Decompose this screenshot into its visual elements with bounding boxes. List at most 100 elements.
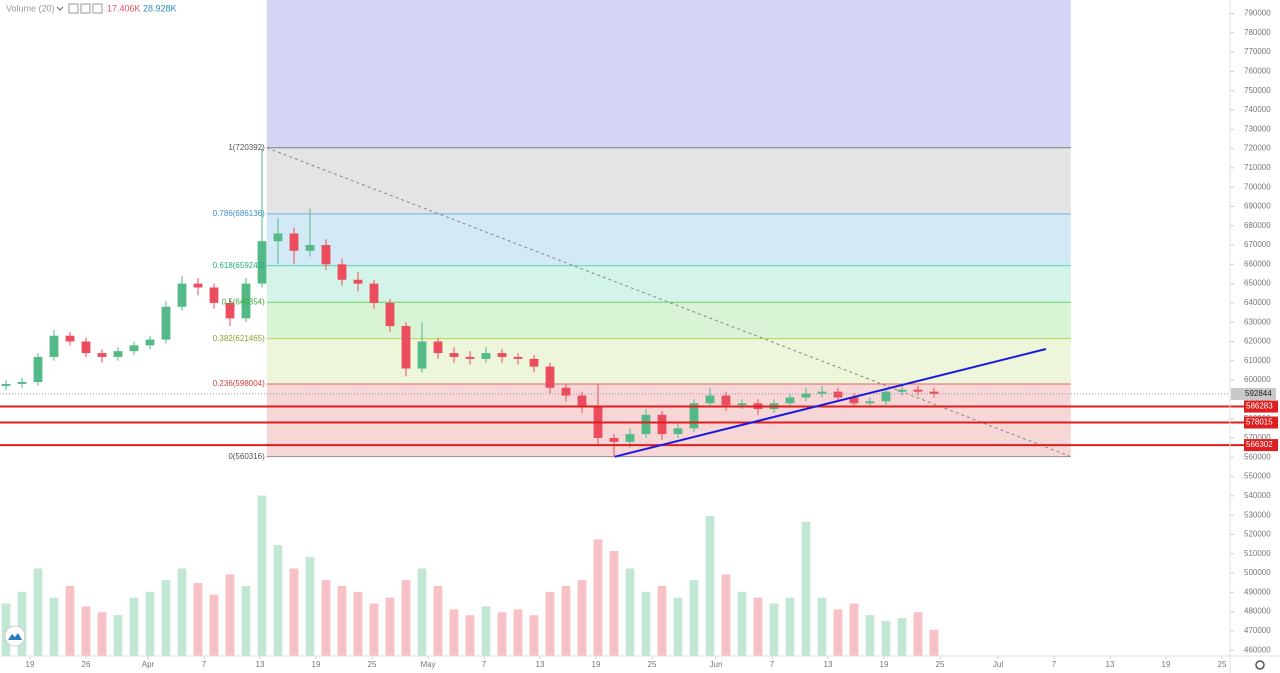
candle-body (401, 326, 411, 369)
x-tick-label: 13 (536, 660, 545, 669)
price-tag-label: 586283 (1246, 402, 1273, 411)
candle-body (657, 414, 667, 435)
settings-gear[interactable] (1255, 660, 1265, 670)
x-tick-label: May (420, 660, 435, 669)
x-tick-label: 19 (1162, 660, 1171, 669)
y-tick-label: 540000 (1244, 491, 1271, 500)
volume-bar (17, 591, 27, 656)
x-tick-label: 7 (202, 660, 207, 669)
x-tick-label: Jun (710, 660, 723, 669)
candle-body (305, 245, 315, 251)
candle-body (257, 241, 267, 284)
candle-body (881, 391, 891, 402)
x-tick-label: Apr (142, 660, 155, 669)
volume-bar (49, 597, 59, 656)
y-tick-label: 560000 (1244, 452, 1271, 461)
y-tick-label: 790000 (1244, 9, 1271, 18)
x-tick-label: 25 (936, 660, 945, 669)
volume-bar (129, 597, 139, 656)
volume-bar (113, 615, 123, 656)
volume-bar (273, 545, 283, 656)
y-tick-label: 720000 (1244, 144, 1271, 153)
x-tick-label: 13 (1106, 660, 1115, 669)
x-tick-label: 7 (770, 660, 775, 669)
volume-bar (689, 580, 699, 656)
y-tick-label: 460000 (1244, 645, 1271, 654)
volume-bar (369, 603, 379, 656)
dropdown-icon[interactable] (56, 6, 64, 11)
y-tick-label: 490000 (1244, 587, 1271, 596)
y-tick-label: 510000 (1244, 549, 1271, 558)
candle-body (129, 345, 139, 352)
close-button[interactable] (92, 3, 103, 14)
fib-zone (266, 213, 1071, 266)
volume-bar (353, 591, 363, 656)
volume-bar (33, 568, 43, 656)
price-tag (1244, 416, 1278, 429)
candle-body (513, 356, 523, 359)
indicator-value: 17.406K (107, 3, 141, 13)
fib-zone (266, 147, 1071, 214)
y-tick-label: 690000 (1244, 202, 1271, 211)
candle-body (353, 279, 363, 284)
volume-bar (337, 586, 347, 656)
volume-bar (257, 495, 267, 656)
volume-bar (81, 606, 91, 656)
x-tick-label: 19 (880, 660, 889, 669)
hide-button[interactable] (80, 3, 91, 14)
volume-bar (497, 612, 507, 656)
candle-body (929, 391, 939, 394)
y-tick-label: 550000 (1244, 472, 1271, 481)
fib-label: 0.236(598004) (213, 379, 265, 388)
candle-body (385, 302, 395, 327)
x-tick-label: 26 (82, 660, 91, 669)
fib-zone (266, 265, 1071, 303)
volume-bar (817, 597, 827, 656)
candle-body (177, 283, 187, 307)
price-tag (1244, 439, 1278, 452)
candle-body (545, 366, 555, 388)
volume-bar (145, 591, 155, 656)
volume-bar (577, 580, 587, 656)
fib-zone (266, 302, 1071, 339)
volume-bar (625, 568, 635, 656)
y-tick-label: 730000 (1244, 124, 1271, 133)
x-tick-label: Jul (993, 660, 1003, 669)
y-tick-label: 630000 (1244, 317, 1271, 326)
y-tick-label: 470000 (1244, 626, 1271, 635)
volume-bar (529, 615, 539, 656)
volume-bar (465, 615, 475, 656)
y-tick-label: 480000 (1244, 607, 1271, 616)
price-tag-label: 592844 (1245, 389, 1272, 398)
volume-bar (849, 603, 859, 656)
volume-bar (929, 629, 939, 656)
volume-bar (881, 621, 891, 656)
volume-bar (833, 609, 843, 656)
candle-body (225, 302, 235, 319)
volume-bar (65, 586, 75, 656)
trendline (614, 348, 1047, 458)
fib-label: 0.786(686136) (213, 209, 265, 218)
volume-bar (753, 597, 763, 656)
candle-body (65, 335, 75, 342)
y-tick-label: 500000 (1244, 568, 1271, 577)
settings-button[interactable] (68, 3, 79, 14)
candle-body (561, 387, 571, 396)
volume-bar (193, 583, 203, 656)
y-tick-label: 570000 (1244, 433, 1271, 442)
candle-body (33, 356, 43, 383)
logo[interactable] (4, 625, 26, 647)
volume-bar (641, 591, 651, 656)
indicator-value: 28.928K (143, 3, 177, 13)
candle-body (321, 245, 331, 265)
volume-bar (545, 591, 555, 656)
candle-body (369, 283, 379, 303)
y-tick-label: 750000 (1244, 86, 1271, 95)
x-tick-label: 7 (482, 660, 487, 669)
fib-zone (266, 338, 1071, 384)
candle-body (433, 341, 443, 354)
candle-body (849, 397, 859, 404)
y-tick-label: 650000 (1244, 279, 1271, 288)
candle-body (721, 395, 731, 406)
